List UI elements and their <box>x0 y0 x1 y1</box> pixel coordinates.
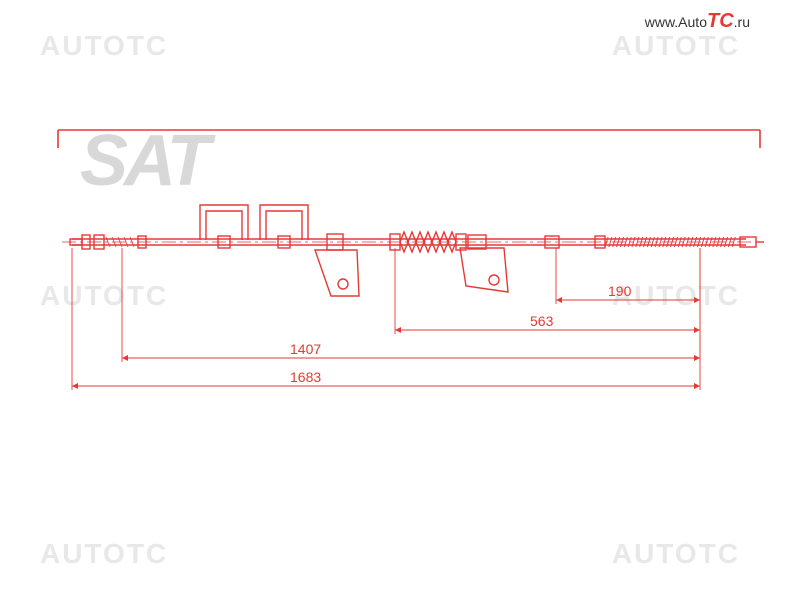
dimension-label: 1407 <box>290 341 321 357</box>
dimension-label: 1683 <box>290 369 321 385</box>
dimension-label: 563 <box>530 313 553 329</box>
dimension-label: 190 <box>608 283 631 299</box>
technical-drawing <box>0 0 800 600</box>
